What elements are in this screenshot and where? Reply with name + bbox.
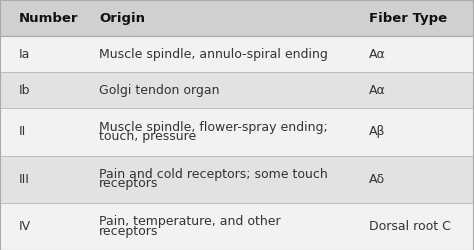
Text: Golgi tendon organ: Golgi tendon organ — [100, 84, 220, 97]
Text: Aα: Aα — [369, 48, 386, 61]
Text: Pain and cold receptors; some touch: Pain and cold receptors; some touch — [100, 168, 328, 181]
Text: III: III — [19, 173, 30, 186]
Text: touch, pressure: touch, pressure — [100, 130, 197, 143]
Text: Muscle spindle, flower-spray ending;: Muscle spindle, flower-spray ending; — [100, 121, 328, 134]
Text: receptors: receptors — [100, 178, 159, 190]
FancyBboxPatch shape — [0, 108, 473, 156]
Text: Number: Number — [19, 12, 78, 24]
Text: Muscle spindle, annulo-spiral ending: Muscle spindle, annulo-spiral ending — [100, 48, 328, 61]
Text: IV: IV — [19, 220, 31, 233]
Text: Ib: Ib — [19, 84, 30, 97]
FancyBboxPatch shape — [0, 156, 473, 203]
Text: Aα: Aα — [369, 84, 386, 97]
Text: Aδ: Aδ — [369, 173, 385, 186]
Text: receptors: receptors — [100, 225, 159, 238]
FancyBboxPatch shape — [0, 72, 473, 108]
Text: Aβ: Aβ — [369, 126, 385, 138]
Text: Ia: Ia — [19, 48, 30, 61]
Text: Dorsal root C: Dorsal root C — [369, 220, 451, 233]
FancyBboxPatch shape — [0, 0, 473, 36]
Text: Fiber Type: Fiber Type — [369, 12, 447, 24]
FancyBboxPatch shape — [0, 203, 473, 250]
Text: Pain, temperature, and other: Pain, temperature, and other — [100, 215, 281, 228]
Text: II: II — [19, 126, 26, 138]
Text: Origin: Origin — [100, 12, 146, 24]
FancyBboxPatch shape — [0, 36, 473, 72]
